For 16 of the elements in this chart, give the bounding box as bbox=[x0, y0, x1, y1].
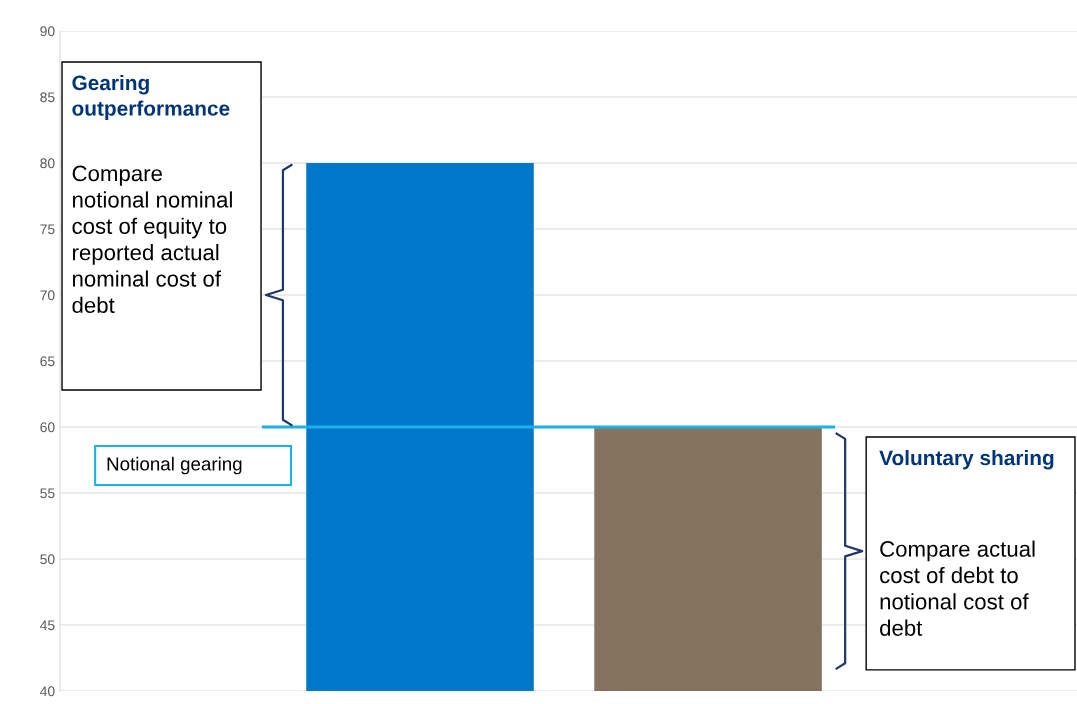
annotation: Compare notional nominal cost of equity to reported actual nominal cost of debt bbox=[72, 165, 232, 314]
y-tick-label: 60 bbox=[40, 422, 55, 433]
y-tick-label: 40 bbox=[40, 686, 55, 697]
y-tick-label: 90 bbox=[40, 26, 55, 37]
annotation: Compare actual cost of debt to notional cost of debt bbox=[880, 540, 1035, 636]
y-tick-label: 65 bbox=[40, 356, 55, 367]
y-tick-label: 80 bbox=[40, 158, 55, 169]
y-tick-label: 45 bbox=[40, 620, 55, 631]
annotation: Voluntary sharing bbox=[879, 449, 1054, 470]
annotation: Gearing outperformance bbox=[72, 74, 230, 120]
ref-line-label: Notional gearing bbox=[107, 456, 242, 475]
y-tick-label: 85 bbox=[40, 92, 55, 103]
y-tick-label: 55 bbox=[40, 488, 55, 499]
y-tick-label: 70 bbox=[40, 290, 55, 301]
y-tick-label: 50 bbox=[40, 554, 55, 565]
y-tick-label: 75 bbox=[40, 224, 55, 235]
